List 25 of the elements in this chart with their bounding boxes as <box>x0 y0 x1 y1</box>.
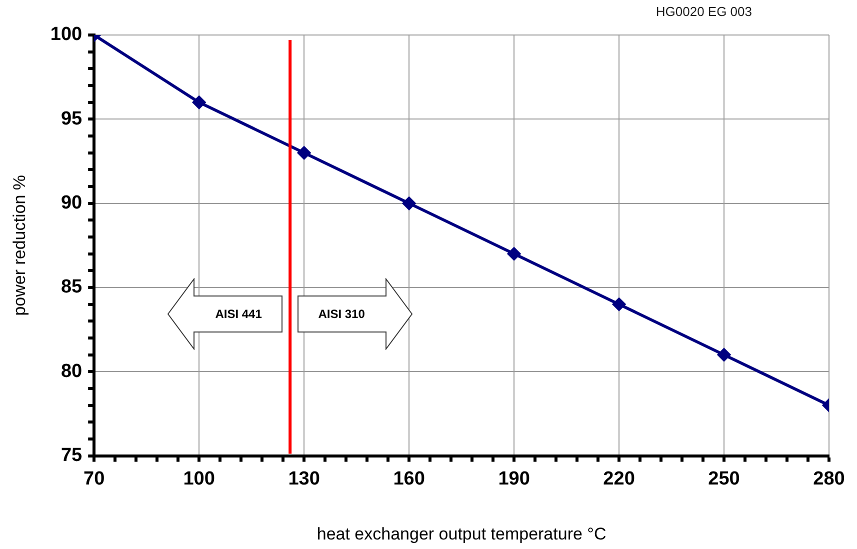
x-tick-label: 100 <box>183 468 215 490</box>
x-tick-label: 220 <box>603 468 635 490</box>
x-tick-label: 250 <box>708 468 740 490</box>
annotation: AISI 310 <box>317 306 366 322</box>
point <box>612 298 626 311</box>
point <box>718 348 731 362</box>
y-tick-label: 85 <box>60 276 83 298</box>
x-axis-title: heat exchanger output temperature °C <box>316 524 606 544</box>
y-tick-label: 75 <box>60 445 83 466</box>
y-tick-label: 95 <box>60 108 83 130</box>
x-tick-label: 130 <box>288 468 320 490</box>
point <box>508 247 521 260</box>
y-tick-label: 90 <box>60 192 82 214</box>
text: HG0020 EG 003 <box>656 4 752 19</box>
annotation: AISI 441 <box>214 306 263 322</box>
y-tick-label: 100 <box>50 24 82 46</box>
point <box>192 96 206 109</box>
y-tick-label: 80 <box>60 360 82 382</box>
point <box>402 196 416 210</box>
x-tick-label: 160 <box>393 468 425 490</box>
point <box>298 146 311 160</box>
y-axis-title: power reduction % <box>10 174 29 316</box>
x-tick-label: 190 <box>498 468 530 490</box>
x-tick-label: 280 <box>813 468 845 490</box>
x-tick-label: 70 <box>84 468 105 490</box>
